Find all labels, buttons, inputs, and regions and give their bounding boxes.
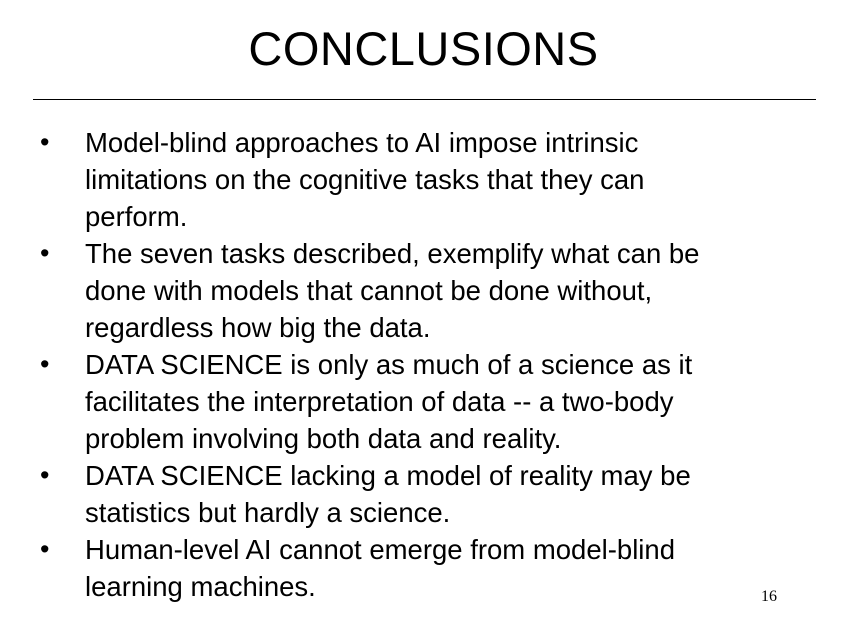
bullet-dot-icon: • bbox=[40, 534, 50, 564]
bullet-line: regardless how big the data. bbox=[85, 312, 431, 343]
bullet-item: • Human-level AI cannot emerge from mode… bbox=[0, 531, 847, 605]
bullet-line: limitations on the cognitive tasks that … bbox=[85, 164, 645, 195]
bullet-dot-icon: • bbox=[40, 238, 50, 268]
bullet-line: problem involving both data and reality. bbox=[85, 423, 562, 454]
bullet-line: perform. bbox=[85, 201, 188, 232]
bullet-line: Human-level AI cannot emerge from model-… bbox=[85, 534, 676, 565]
slide-title: CONCLUSIONS bbox=[248, 22, 599, 75]
bullet-line: learning machines. bbox=[85, 571, 316, 602]
bullet-line: Model-blind approaches to AI impose intr… bbox=[85, 127, 639, 158]
bullet-item: • DATA SCIENCE is only as much of a scie… bbox=[0, 346, 847, 457]
bullet-dot-icon: • bbox=[40, 127, 50, 157]
bullet-dot-icon: • bbox=[40, 460, 50, 490]
bullet-line: statistics but hardly a science. bbox=[85, 497, 451, 528]
bullet-line: DATA SCIENCE lacking a model of reality … bbox=[85, 460, 691, 491]
bullet-item: • The seven tasks described, exemplify w… bbox=[0, 235, 847, 346]
bullet-line: facilitates the interpretation of data -… bbox=[85, 386, 674, 417]
bullet-item: • Model-blind approaches to AI impose in… bbox=[0, 124, 847, 235]
bullet-line: done with models that cannot be done wit… bbox=[85, 275, 653, 306]
bullet-line: DATA SCIENCE is only as much of a scienc… bbox=[85, 349, 693, 380]
page-number: 16 bbox=[761, 588, 777, 605]
bullet-line: The seven tasks described, exemplify wha… bbox=[85, 238, 700, 269]
bullet-list: • Model-blind approaches to AI impose in… bbox=[0, 124, 847, 605]
bullet-dot-icon: • bbox=[40, 349, 50, 379]
bullet-item: • DATA SCIENCE lacking a model of realit… bbox=[0, 457, 847, 531]
title-divider bbox=[33, 99, 816, 100]
